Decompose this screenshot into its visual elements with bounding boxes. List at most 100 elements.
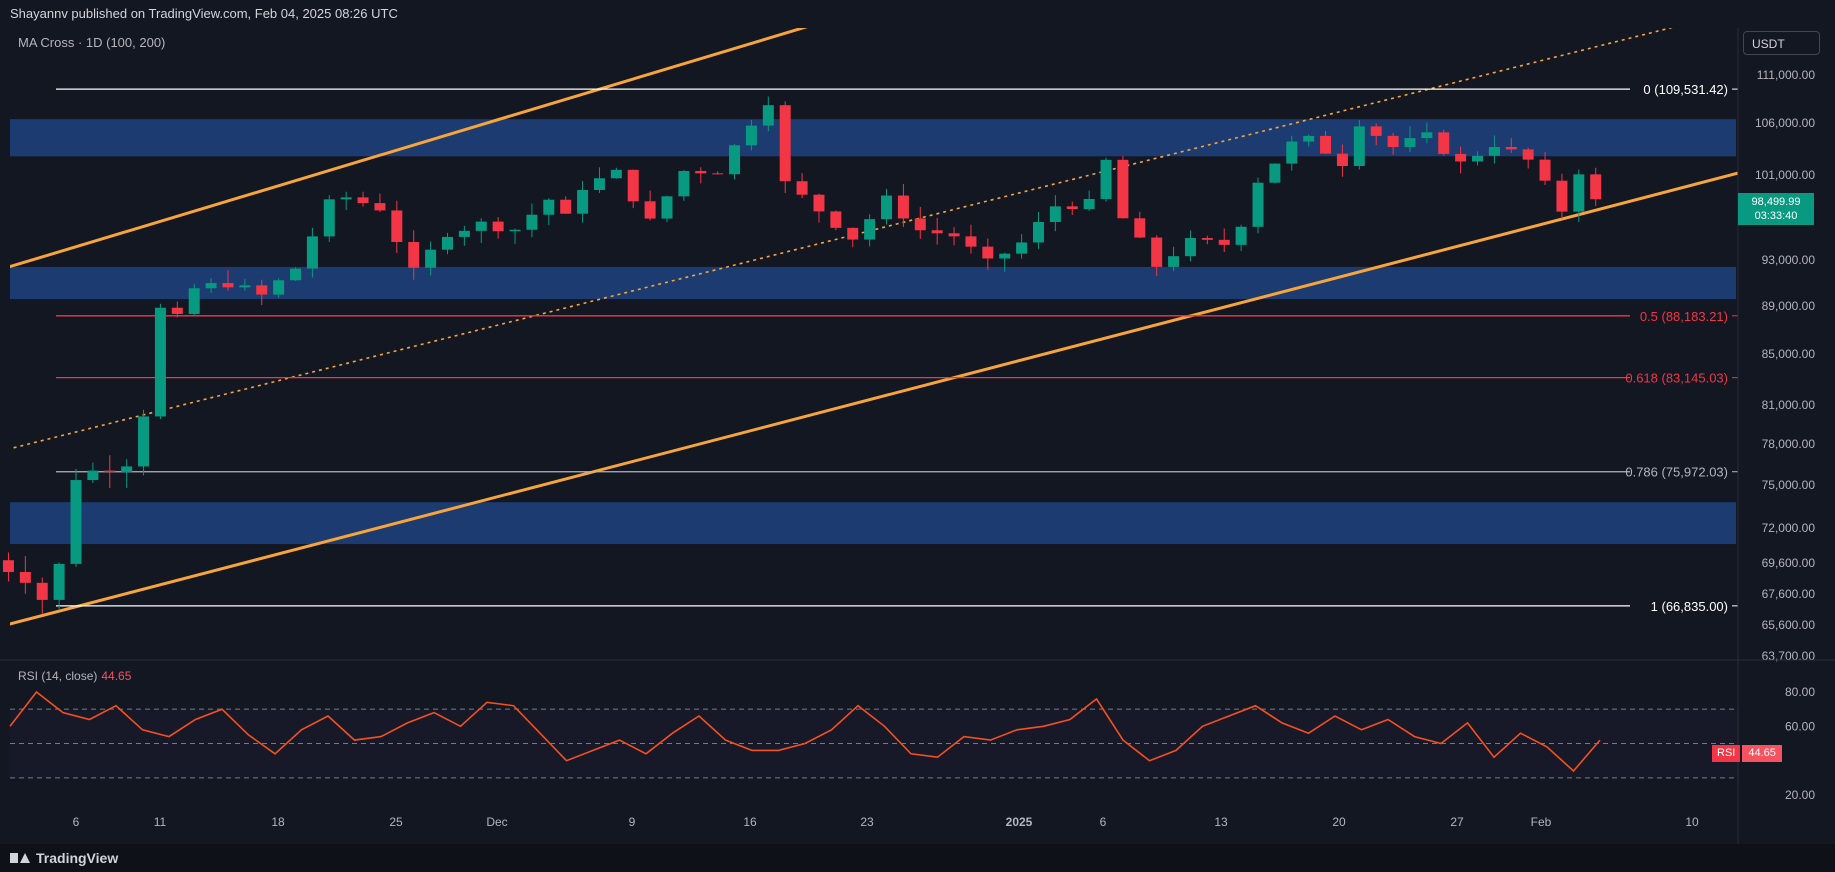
y-axis-label: 72,000.00 (1762, 521, 1816, 535)
fib-label-3: 0.786 (75,972.03) (1625, 465, 1728, 480)
x-axis-label: 25 (389, 815, 403, 829)
candle-body (53, 563, 65, 600)
candle-body (1556, 180, 1568, 212)
candle-body (340, 197, 352, 200)
x-axis-label: 6 (1100, 815, 1107, 829)
candle-body (982, 246, 994, 259)
x-axis-label: 27 (1450, 815, 1464, 829)
y-axis-label: 111,000.00 (1757, 68, 1816, 82)
x-axis-label: Feb (1531, 815, 1552, 829)
candle-body (475, 221, 487, 231)
candle-body (914, 218, 926, 231)
channel-upper-line (10, 28, 808, 269)
candle-body (1184, 238, 1196, 257)
chart-area[interactable]: 0 (109,531.42) 0.5 (88,183.21) 0.618 (83,1… (0, 28, 1835, 844)
candle-body (104, 470, 116, 473)
candle-body (1455, 153, 1467, 162)
candle-body (593, 178, 605, 190)
fib-label-1: 0.5 (88,183.21) (1640, 309, 1728, 324)
candle-body (560, 199, 572, 214)
candle-body (1151, 237, 1163, 267)
x-axis-label: 9 (629, 815, 636, 829)
rsi-axis-label: 80.00 (1785, 685, 1815, 699)
fib-label-2: 0.618 (83,145.03) (1625, 371, 1728, 386)
rsi-axis-label: 60.00 (1785, 719, 1815, 733)
price-chart[interactable]: 0 (109,531.42) 0.5 (88,183.21) 0.618 (83,1… (0, 28, 1835, 844)
candle-body (1370, 126, 1382, 136)
candle-body (1353, 126, 1365, 167)
candle-body (1252, 182, 1264, 227)
candle-body (391, 210, 403, 243)
bar-countdown: 03:33:40 (1754, 210, 1798, 222)
candle-body (290, 268, 302, 281)
indicator-legend[interactable]: MA Cross · 1D (100, 200) (18, 35, 166, 50)
candle-body (1590, 174, 1602, 200)
candle-body (779, 105, 791, 182)
x-axis-label: 23 (860, 815, 874, 829)
channel-lower-line (10, 171, 1738, 626)
candle-body (1117, 159, 1129, 219)
rsi-badge-label: RSI (1712, 745, 1741, 762)
x-axis-label: 10 (1685, 815, 1699, 829)
candle-body (577, 189, 589, 214)
candle-body (19, 571, 31, 583)
zone-rect-2 (10, 502, 1736, 545)
candle-body (1488, 146, 1500, 156)
candle-body (1505, 146, 1517, 150)
candle-body (138, 416, 150, 467)
rsi-value-badge: RSI 44.65 (1712, 745, 1782, 762)
candle-body (644, 201, 656, 219)
x-axis-label: Dec (486, 815, 507, 829)
candle-body (1472, 155, 1484, 162)
candle-body (171, 307, 183, 314)
y-axis-label: 65,600.00 (1762, 618, 1816, 632)
candle-body (965, 236, 977, 247)
last-price-value: 98,499.99 (1751, 196, 1801, 208)
candle-body (2, 560, 14, 572)
candle-body (458, 230, 470, 237)
y-axis-label: 78,000.00 (1762, 437, 1816, 451)
candle-body (610, 169, 622, 179)
rsi-legend-value: 44.65 (101, 669, 132, 683)
candle-body (526, 214, 538, 230)
currency-selector[interactable]: USDT (1743, 31, 1820, 55)
x-axis-label: 18 (271, 815, 285, 829)
candle-body (154, 307, 166, 417)
candle-body (1066, 206, 1078, 210)
candle-body (1049, 206, 1061, 223)
candle-body (1320, 135, 1332, 154)
y-axis-label: 101,000.00 (1755, 168, 1815, 182)
candle-body (931, 230, 943, 234)
candle-body (847, 227, 859, 240)
tradingview-logo[interactable]: TradingView (10, 850, 118, 866)
y-axis-label: 67,600.00 (1762, 587, 1816, 601)
candle-body (408, 242, 420, 268)
zone-rect-0 (10, 119, 1736, 157)
zone-rect-1 (10, 266, 1736, 300)
candle-body (1404, 138, 1416, 147)
candles-group (2, 96, 1602, 615)
fib-label-0: 0 (109,531.42) (1643, 82, 1728, 97)
candle-body (1016, 242, 1028, 254)
rsi-legend[interactable]: RSI (14, close) 44.65 (18, 669, 131, 683)
candle-body (1573, 174, 1585, 212)
candle-body (256, 285, 268, 295)
x-axis-label: 6 (73, 815, 80, 829)
candle-body (1134, 218, 1146, 238)
candle-body (273, 280, 285, 295)
rsi-badge-value: 44.65 (1742, 745, 1782, 762)
candle-body (1168, 256, 1180, 267)
candle-body (881, 195, 893, 220)
candle-body (864, 219, 876, 240)
candle-body (661, 196, 673, 219)
candle-body (87, 470, 99, 481)
candle-body (1539, 159, 1551, 181)
tradingview-logo-icon (10, 851, 30, 865)
candle-body (1269, 163, 1281, 183)
fib-label-4: 1 (66,835.00) (1651, 599, 1728, 614)
attribution-text: Shayannv published on TradingView.com, F… (10, 6, 398, 21)
candle-body (627, 169, 639, 202)
candle-body (188, 288, 200, 314)
candle-body (70, 480, 82, 564)
candle-body (762, 105, 774, 126)
